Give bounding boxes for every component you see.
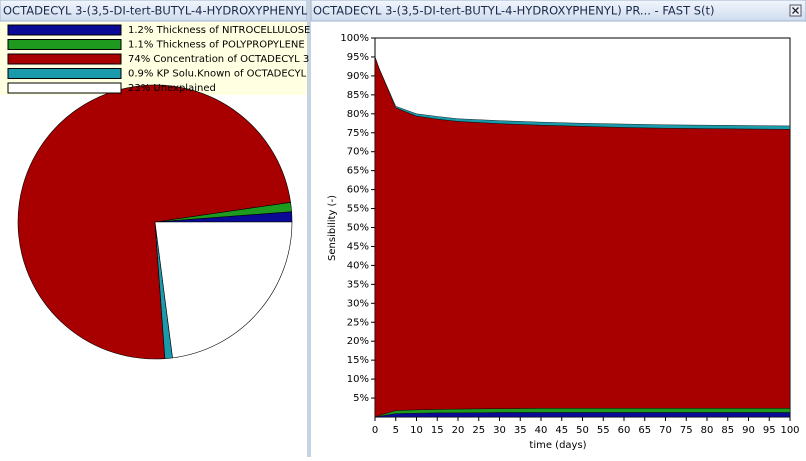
- legend-label: 23% Unexplained: [128, 83, 216, 94]
- x-tick-label: 20: [452, 425, 465, 436]
- x-tick-label: 70: [659, 425, 672, 436]
- y-tick-label: 45%: [347, 241, 369, 252]
- y-tick-label: 85%: [347, 90, 369, 101]
- y-axis-label: Sensibility (-): [327, 195, 338, 261]
- y-tick-label: 40%: [347, 260, 369, 271]
- y-tick-label: 70%: [347, 147, 369, 158]
- x-tick-label: 90: [742, 425, 755, 436]
- y-tick-label: 95%: [347, 52, 369, 63]
- y-tick-label: 35%: [347, 279, 369, 290]
- y-tick-label: 100%: [340, 33, 369, 44]
- x-tick-label: 100: [780, 425, 799, 436]
- legend-swatch: [7, 24, 122, 36]
- y-tick-label: 10%: [347, 374, 369, 385]
- x-tick-label: 35: [514, 425, 527, 436]
- y-tick-label: 75%: [347, 128, 369, 139]
- pie-slice: [154, 221, 293, 359]
- legend-swatch: [7, 82, 122, 94]
- y-tick-label: 30%: [347, 298, 369, 309]
- y-tick-label: 90%: [347, 71, 369, 82]
- pie-slice: [17, 84, 291, 360]
- right-title-bar: [310, 0, 806, 22]
- x-tick-label: 40: [535, 425, 548, 436]
- y-tick-label: 5%: [353, 393, 369, 404]
- legend-label: 74% Concentration of OCTADECYL 3: [128, 54, 309, 65]
- x-axis-label: time (days): [529, 440, 586, 451]
- x-tick-label: 0: [372, 425, 378, 436]
- x-tick-label: 25: [472, 425, 485, 436]
- x-tick-label: 50: [576, 425, 589, 436]
- y-tick-label: 80%: [347, 109, 369, 120]
- x-tick-label: 65: [638, 425, 651, 436]
- area: [374, 56, 791, 130]
- x-tick-label: 75: [680, 425, 693, 436]
- x-tick-label: 55: [597, 425, 610, 436]
- close-icon[interactable]: [792, 7, 799, 14]
- y-tick-label: 60%: [347, 185, 369, 196]
- left-title: OCTADECYL 3-(3,5-DI-tert-BUTYL-4-HYDROXY…: [3, 4, 323, 18]
- area: [374, 412, 791, 418]
- legend-swatch: [7, 39, 122, 50]
- y-tick-label: 55%: [347, 204, 369, 215]
- splitter[interactable]: [307, 0, 311, 457]
- x-tick-label: 5: [393, 425, 399, 436]
- y-tick-label: 50%: [347, 223, 369, 234]
- close-button[interactable]: [789, 4, 802, 17]
- x-tick-label: 80: [701, 425, 714, 436]
- y-tick-label: 15%: [347, 355, 369, 366]
- legend-label: 1.2% Thickness of NITROCELLULOSE: [128, 25, 310, 36]
- y-tick-label: 20%: [347, 336, 369, 347]
- legend-label: 1.1% Thickness of POLYPROPYLENE: [128, 40, 305, 51]
- x-tick-label: 95: [763, 425, 776, 436]
- x-tick-label: 30: [493, 425, 506, 436]
- y-tick-label: 25%: [347, 317, 369, 328]
- right-title: OCTADECYL 3-(3,5-DI-tert-BUTYL-4-HYDROXY…: [313, 4, 715, 18]
- legend-label: 0.9% KP Solu.Known of OCTADECYL: [128, 69, 307, 80]
- x-tick-label: 15: [431, 425, 444, 436]
- x-tick-label: 45: [555, 425, 568, 436]
- legend-swatch: [7, 53, 122, 65]
- x-tick-label: 10: [410, 425, 423, 436]
- x-tick-label: 85: [721, 425, 734, 436]
- y-tick-label: 65%: [347, 166, 369, 177]
- legend-swatch: [7, 68, 122, 79]
- x-tick-label: 60: [618, 425, 631, 436]
